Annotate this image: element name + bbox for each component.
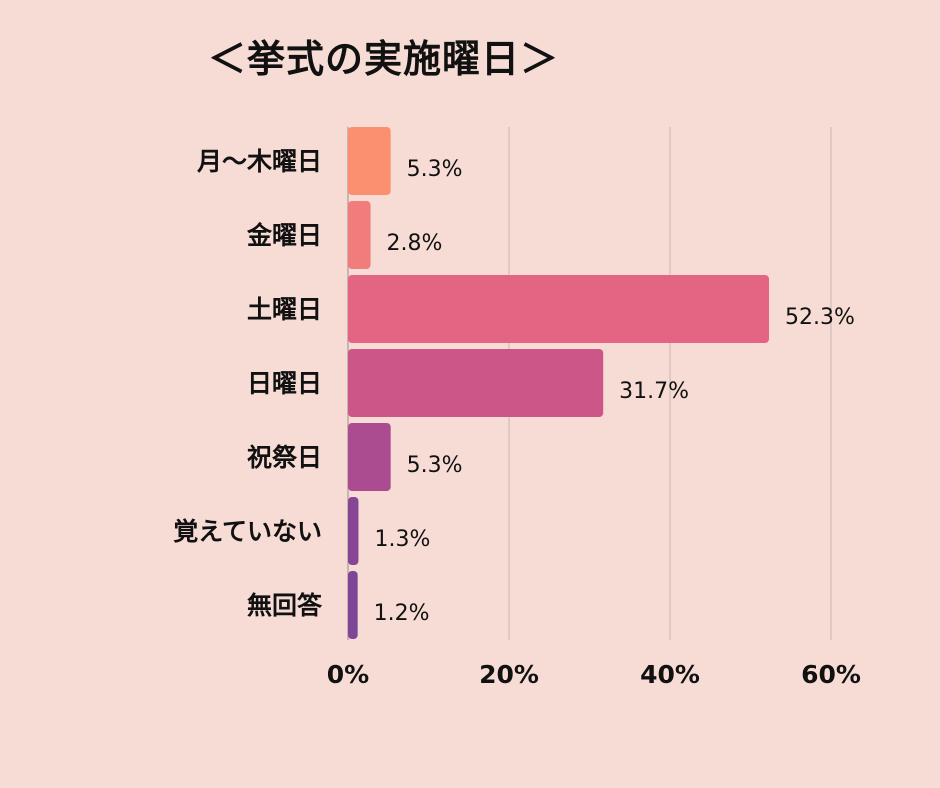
x-axis-ticks: 0% 20% 40% 60% <box>327 660 861 689</box>
bar <box>348 423 391 491</box>
bar <box>348 201 371 269</box>
bar <box>348 275 770 343</box>
category-label: 金曜日 <box>246 221 322 250</box>
bars <box>348 127 770 639</box>
x-tick-label: 0% <box>327 660 369 689</box>
category-label: 祝祭日 <box>247 443 322 472</box>
category-label: 日曜日 <box>247 369 322 398</box>
x-tick-label: 60% <box>801 660 861 689</box>
bar <box>348 497 359 565</box>
x-tick-label: 40% <box>640 660 700 689</box>
value-label: 5.3% <box>407 157 463 182</box>
category-label: 覚えていない <box>173 517 322 546</box>
value-label: 1.2% <box>374 601 430 626</box>
chart-title: ＜挙式の実施曜日＞ <box>208 37 560 81</box>
category-label: 月～木曜日 <box>196 147 322 176</box>
bar <box>348 349 604 417</box>
bar <box>348 127 391 195</box>
value-label: 31.7% <box>619 379 689 404</box>
bar <box>348 571 358 639</box>
category-label: 無回答 <box>247 591 323 620</box>
value-label: 1.3% <box>374 527 430 552</box>
value-label: 52.3% <box>785 305 855 330</box>
labels: 月～木曜日 5.3% 金曜日 2.8% 土曜日 52.3% 日曜日 31.7% 祝祭日 5.3% 覚… <box>173 147 855 626</box>
category-label: 土曜日 <box>247 295 322 324</box>
x-tick-label: 20% <box>479 660 539 689</box>
value-label: 5.3% <box>407 453 463 478</box>
value-label: 2.8% <box>387 231 443 256</box>
